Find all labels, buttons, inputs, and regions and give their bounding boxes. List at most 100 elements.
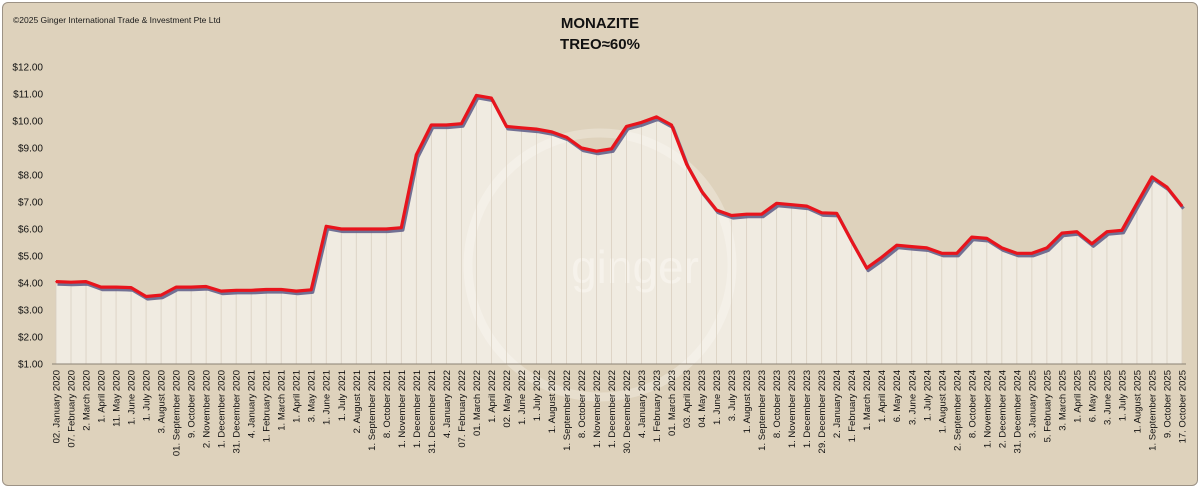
data-point [580,147,583,149]
x-tick-label: 3. May 2021 [307,370,318,422]
x-tick-label: 1. December 2022 [607,370,618,448]
x-tick-label: 2. August 2021 [352,370,363,433]
y-tick-label: $3.00 [18,306,43,317]
x-tick-label: 8. October 2021 [382,370,393,438]
data-point [520,126,523,129]
data-point [820,212,823,214]
data-point [70,281,72,283]
x-tick-label: 6. May 2024 [892,370,903,422]
x-tick-label: 1. December 2021 [412,370,423,448]
price-chart: ginger $1.00$2.00$3.00$4.00$5.00$6.00$7.… [12,63,1189,457]
x-tick-label: 31. December 2021 [427,370,438,453]
data-point [625,125,628,128]
x-tick-label: 4. January 2022 [442,370,453,438]
data-point [460,122,463,125]
data-point [175,286,177,288]
data-point [986,237,988,240]
x-tick-label: 2. March 2020 [82,370,93,431]
x-tick-label: 1. November 2022 [592,370,603,448]
x-axis: 02. January 2020 07. February 2020 2. Marc… [52,363,1189,456]
data-point [535,128,538,130]
data-point [775,202,778,205]
x-tick-label: 1. November 2023 [787,370,798,448]
data-point [715,209,718,211]
x-tick-label: 1. August 2025 [1132,370,1143,433]
x-tick-label: 2. January 2024 [832,370,843,438]
x-tick-label: 1. June 2021 [322,370,333,425]
x-tick-label: 02. January 2020 [52,370,63,443]
x-tick-label: 1. December 2020 [217,370,228,448]
x-tick-label: 1. March 2021 [277,370,288,431]
data-point [1181,205,1183,207]
x-tick-label: 1. February 2021 [262,370,273,442]
x-tick-label: 31. December 2020 [232,370,243,453]
data-point [1136,202,1138,205]
data-point [1001,247,1003,249]
data-point [145,295,147,298]
x-tick-label: 2. September 2024 [952,370,963,451]
x-tick-label: 1. December 2023 [802,370,813,448]
x-tick-label: 1. August 2022 [547,370,558,433]
data-point [1076,230,1078,233]
data-point [490,97,493,99]
x-tick-label: 9. October 2025 [1162,370,1173,438]
x-tick-label: 1. September 2022 [562,370,573,451]
data-point [355,228,358,230]
data-point [565,136,568,138]
data-point [610,148,613,150]
data-point [415,153,418,156]
x-tick-label: 2. December 2024 [997,370,1008,448]
data-point [865,267,868,269]
x-tick-label: 04. May 2023 [697,370,708,428]
x-tick-label: 1. August 2024 [937,370,948,433]
x-tick-label: 29. December 2023 [817,370,828,453]
data-point [745,213,748,215]
data-point [235,289,237,292]
data-point [971,236,973,238]
data-point [85,280,87,283]
x-tick-label: 07. February 2020 [67,370,78,448]
y-tick-label: $11.00 [13,90,43,101]
x-tick-label: 1. April 2025 [1072,370,1083,423]
x-tick-label: 1. February 2023 [652,370,663,442]
x-tick-label: 1. July 2024 [922,370,933,421]
x-tick-label: 4. January 2023 [637,370,648,438]
series-line [55,93,1184,299]
copyright-notice: ©2025 Ginger International Trade & Inves… [13,15,221,25]
y-tick-label: $8.00 [18,171,43,182]
y-tick-label: $5.00 [18,252,43,263]
x-tick-label: 1. September 2021 [367,370,378,451]
data-point [160,294,162,296]
y-tick-label: $4.00 [18,279,43,290]
data-point [115,286,117,288]
data-point [430,124,433,126]
x-tick-label: 11. May 2020 [112,370,123,427]
data-point [100,286,102,288]
y-tick-label: $9.00 [18,144,43,155]
data-point [325,225,328,228]
data-point [790,203,793,206]
x-tick-label: 1. July 2022 [532,370,543,421]
y-tick-label: $1.00 [18,360,43,371]
x-tick-label: 31. December 2024 [1012,370,1023,453]
x-tick-label: 8. October 2023 [772,370,783,438]
data-point [685,163,688,165]
data-point [205,285,207,288]
x-tick-label: 3. July 2023 [727,370,738,421]
data-point [1091,243,1093,245]
x-tick-label: 1. June 2022 [517,370,528,425]
x-tick-label: 1. September 2025 [1147,370,1158,451]
x-tick-label: 02. May 2022 [502,370,513,428]
x-tick-label: 1. March 2024 [862,370,873,431]
data-point [400,226,403,229]
x-tick-label: 6. May 2025 [1087,370,1098,422]
data-point [595,150,598,153]
x-tick-label: 1. July 2021 [337,370,348,421]
x-tick-label: 1. April 2021 [292,370,303,423]
x-tick-label: 3. January 2025 [1027,370,1038,438]
data-point [220,290,222,292]
data-point [190,286,192,288]
x-tick-label: 1. June 2020 [127,370,138,425]
y-axis: $1.00 $2.00 $3.00 $4.00 $5.00 $6.00 $7.00 $8.00… [12,63,43,371]
x-tick-label: 2. November 2020 [202,370,213,448]
